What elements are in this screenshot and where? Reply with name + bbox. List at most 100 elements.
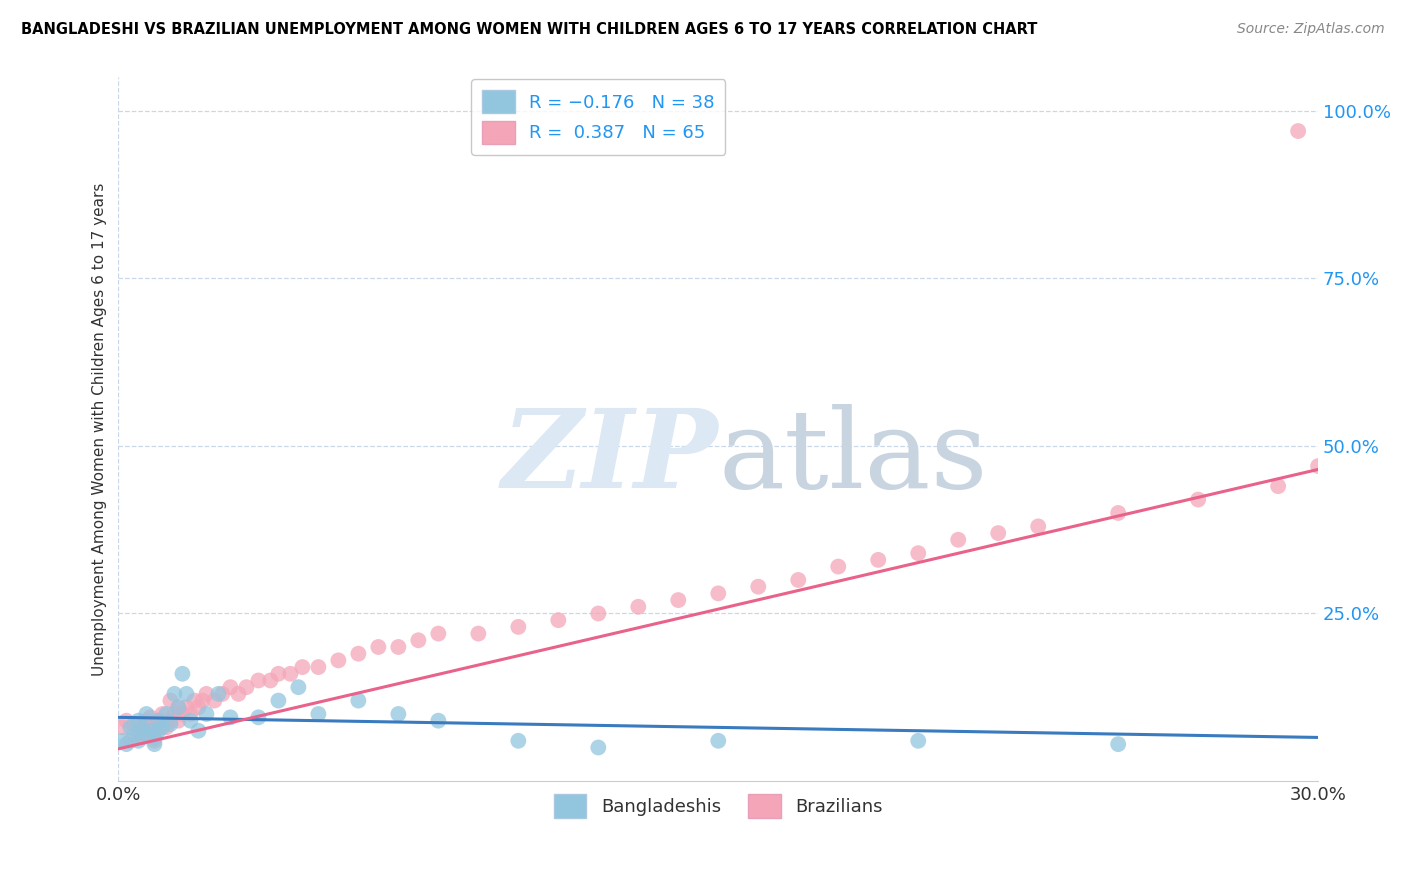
Point — [547, 613, 569, 627]
Point — [427, 626, 450, 640]
Point — [328, 653, 350, 667]
Point — [152, 706, 174, 721]
Point — [367, 640, 389, 654]
Point — [131, 720, 153, 734]
Point — [124, 727, 146, 741]
Point — [1286, 124, 1309, 138]
Point — [143, 737, 166, 751]
Point — [907, 546, 929, 560]
Text: atlas: atlas — [718, 404, 988, 511]
Point — [124, 717, 146, 731]
Point — [179, 714, 201, 728]
Point — [148, 720, 170, 734]
Point — [280, 666, 302, 681]
Point — [143, 733, 166, 747]
Point — [427, 714, 450, 728]
Point — [387, 706, 409, 721]
Point — [163, 687, 186, 701]
Point — [467, 626, 489, 640]
Point — [627, 599, 650, 614]
Point — [235, 680, 257, 694]
Point — [588, 740, 610, 755]
Text: Source: ZipAtlas.com: Source: ZipAtlas.com — [1237, 22, 1385, 37]
Point — [179, 706, 201, 721]
Point — [135, 714, 157, 728]
Point — [111, 733, 134, 747]
Point — [155, 720, 177, 734]
Point — [207, 687, 229, 701]
Point — [204, 693, 226, 707]
Point — [135, 706, 157, 721]
Point — [131, 731, 153, 745]
Point — [408, 633, 430, 648]
Point — [127, 733, 149, 747]
Point — [120, 720, 142, 734]
Point — [167, 714, 190, 728]
Point — [195, 687, 218, 701]
Point — [172, 706, 194, 721]
Point — [148, 723, 170, 738]
Point — [135, 727, 157, 741]
Point — [987, 526, 1010, 541]
Point — [172, 666, 194, 681]
Point — [115, 714, 138, 728]
Point — [167, 700, 190, 714]
Point — [176, 700, 198, 714]
Point — [152, 720, 174, 734]
Point — [307, 706, 329, 721]
Point — [247, 673, 270, 688]
Point — [148, 714, 170, 728]
Point — [948, 533, 970, 547]
Point — [259, 673, 281, 688]
Point — [143, 731, 166, 745]
Point — [183, 693, 205, 707]
Text: BANGLADESHI VS BRAZILIAN UNEMPLOYMENT AMONG WOMEN WITH CHILDREN AGES 6 TO 17 YEA: BANGLADESHI VS BRAZILIAN UNEMPLOYMENT AM… — [21, 22, 1038, 37]
Point — [1267, 479, 1289, 493]
Point — [167, 700, 190, 714]
Point — [187, 700, 209, 714]
Point — [163, 706, 186, 721]
Point — [127, 720, 149, 734]
Point — [135, 727, 157, 741]
Point — [1026, 519, 1049, 533]
Point — [1107, 737, 1129, 751]
Legend: Bangladeshis, Brazilians: Bangladeshis, Brazilians — [547, 787, 890, 825]
Point — [287, 680, 309, 694]
Point — [291, 660, 314, 674]
Point — [219, 680, 242, 694]
Point — [139, 710, 162, 724]
Point — [139, 720, 162, 734]
Point — [219, 710, 242, 724]
Point — [868, 553, 890, 567]
Point — [247, 710, 270, 724]
Point — [707, 586, 730, 600]
Point — [307, 660, 329, 674]
Point — [707, 733, 730, 747]
Point — [228, 687, 250, 701]
Point — [127, 714, 149, 728]
Y-axis label: Unemployment Among Women with Children Ages 6 to 17 years: Unemployment Among Women with Children A… — [93, 183, 107, 676]
Point — [508, 620, 530, 634]
Point — [1187, 492, 1209, 507]
Point — [143, 723, 166, 738]
Point — [120, 733, 142, 747]
Point — [191, 693, 214, 707]
Point — [907, 733, 929, 747]
Point — [666, 593, 689, 607]
Point — [1107, 506, 1129, 520]
Point — [588, 607, 610, 621]
Point — [787, 573, 810, 587]
Point — [347, 647, 370, 661]
Point — [387, 640, 409, 654]
Point — [159, 717, 181, 731]
Point — [159, 714, 181, 728]
Point — [176, 687, 198, 701]
Point — [187, 723, 209, 738]
Point — [139, 723, 162, 738]
Point — [159, 693, 181, 707]
Point — [267, 693, 290, 707]
Point — [211, 687, 233, 701]
Point — [195, 706, 218, 721]
Point — [508, 733, 530, 747]
Point — [155, 706, 177, 721]
